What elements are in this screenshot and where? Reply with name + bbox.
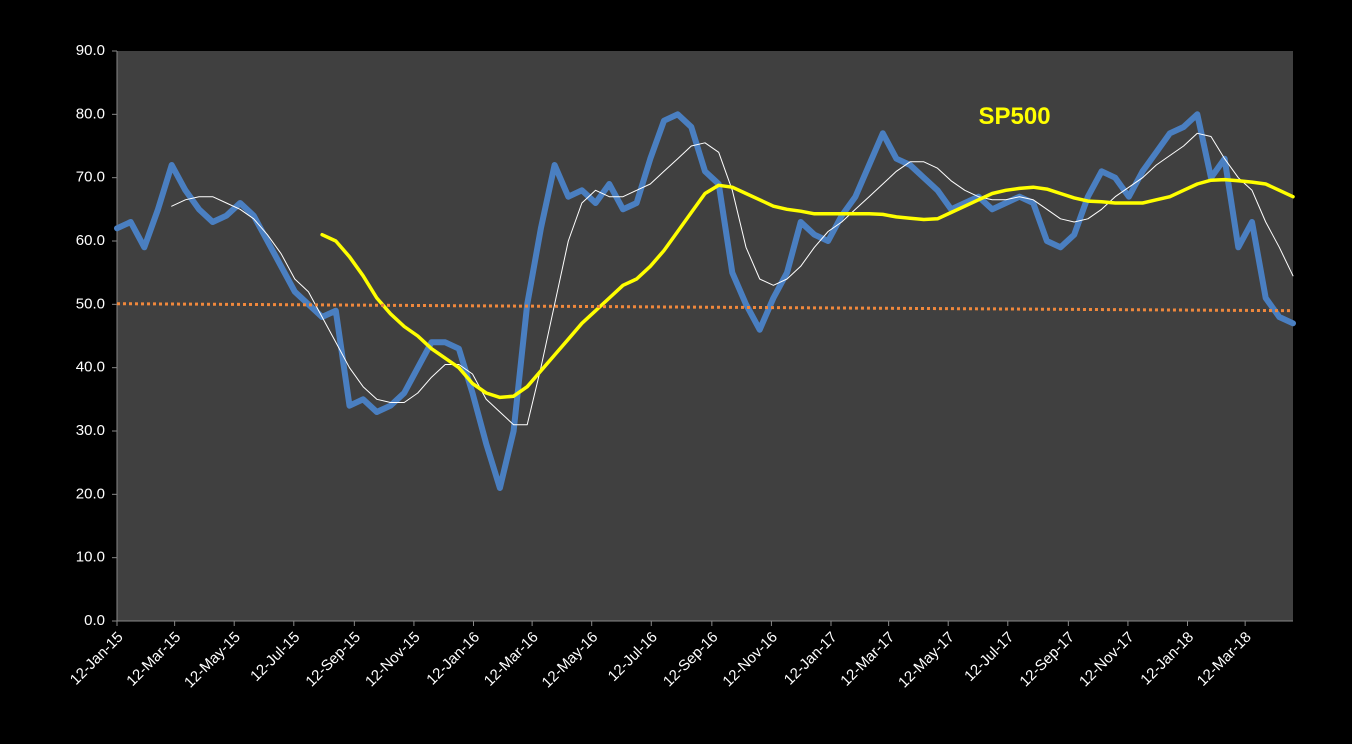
y-tick-label: 70.0 (76, 169, 105, 186)
line-series (114, 111, 1296, 491)
line-series (320, 177, 1295, 400)
plot-area (117, 51, 1293, 621)
annotation: SP500 (978, 103, 1050, 130)
y-tick-label: 50.0 (76, 295, 105, 312)
y-tick-label: 20.0 (76, 485, 105, 502)
y-tick-label: 90.0 (76, 42, 105, 59)
y-tick-label: 80.0 (76, 105, 105, 122)
y-tick-label: 60.0 (76, 232, 105, 249)
y-tick-label: 10.0 (76, 549, 105, 566)
line-series (116, 302, 1294, 313)
y-tick-label: 30.0 (76, 422, 105, 439)
y-tick-label: 40.0 (76, 359, 105, 376)
y-tick-label: 0.0 (84, 612, 105, 629)
line-series (171, 132, 1294, 426)
